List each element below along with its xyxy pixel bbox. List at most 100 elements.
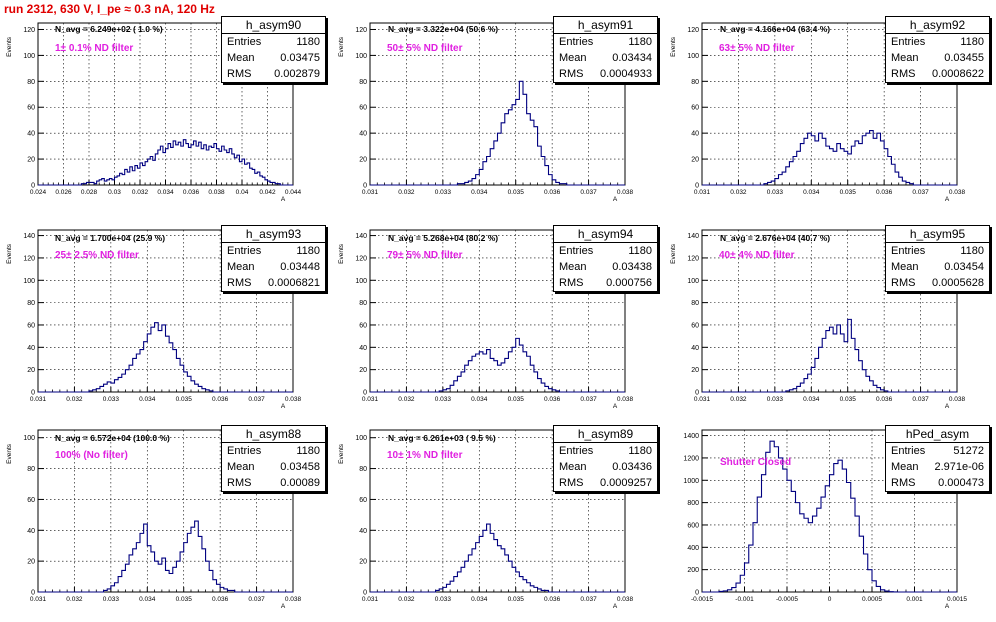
stats-value: 1180 [628,245,652,257]
stats-value: 0.03436 [612,461,652,473]
y-tick-label: 40 [691,345,699,352]
stats-value: 0.0004933 [600,68,652,80]
x-tick-label: 0.038 [285,396,302,403]
y-tick-label: 60 [27,497,35,504]
x-tick-label: 0.035 [508,396,525,403]
stats-value: 0.0006821 [268,277,320,289]
x-tick-label: 0.032 [132,189,149,196]
y-tick-label: 40 [27,528,35,535]
stats-value: 0.0008622 [932,68,984,80]
y-tick-label: 100 [355,278,367,285]
y-tick-label: 0 [31,390,35,397]
stats-row: Entries 1180 [554,243,657,259]
y-tick-label: 0 [31,590,35,597]
stats-box: h_asym89 Entries 1180 Mean 0.03436 RMS 0.00092… [553,425,658,492]
y-tick-label: 20 [27,559,35,566]
x-tick-label: 0.032 [398,596,415,603]
y-tick-label: 1400 [683,433,699,440]
stats-row: RMS 0.0005628 [886,275,989,291]
stats-row: Entries 1180 [554,443,657,459]
y-tick-label: 20 [27,367,35,374]
x-tick-label: 0.036 [544,596,561,603]
stats-key: RMS [891,277,916,289]
histogram-panel: -0.0015 -0.001 -0.0005 0 0.0005 0.001 0.0015 0 2… [664,415,996,622]
x-tick-label: 0.038 [949,189,966,196]
x-tick-label: 0.037 [912,396,929,403]
histogram-panel: 0.024 0.026 0.028 0.03 0.032 0.034 0.036 0.038 0… [0,8,332,215]
histogram-series-line [702,318,957,393]
page-title: run 2312, 630 V, I_pe ≈ 0.3 nA, 120 Hz [4,2,215,16]
stats-box: h_asym91 Entries 1180 Mean 0.03434 RMS 0.00049… [553,16,658,83]
histogram-series-line [38,520,293,593]
x-tick-label: 0.032 [66,596,83,603]
navg-label: N_avg = 4.166e+04 (63.4 %) [720,24,831,34]
x-tick-label: 0.037 [580,189,597,196]
y-tick-label: 120 [23,27,35,34]
y-tick-label: 60 [27,105,35,112]
stats-row: Mean 0.03438 [554,259,657,275]
stats-key: Entries [227,36,262,48]
x-tick-label: -0.0015 [691,596,713,603]
x-tick-label: 0.033 [767,396,784,403]
x-tick-label: 0.036 [876,396,893,403]
y-tick-label: 40 [359,131,367,138]
histogram-series-line [370,337,625,393]
navg-label: N_avg = 6.249e+02 ( 1.0 %) [55,24,163,34]
stats-key: Entries [891,36,926,48]
stats-row: Entries 1180 [222,34,325,50]
histogram-panel: 0.031 0.032 0.033 0.034 0.035 0.036 0.037 0.038… [332,8,664,215]
x-tick-label: 0.038 [949,396,966,403]
y-tick-label: 400 [687,545,699,552]
stats-key: RMS [227,277,252,289]
y-tick-label: 20 [359,157,367,164]
x-tick-label: 0.033 [103,396,120,403]
y-tick-label: 0 [695,590,699,597]
navg-label: N_avg = 6.261e+03 ( 9.5 %) [388,433,496,443]
y-tick-label: 100 [23,435,35,442]
stats-key: RMS [559,68,584,80]
x-tick-label: 0.031 [362,189,379,196]
y-tick-label: 80 [359,466,367,473]
y-tick-label: 20 [691,367,699,374]
stats-title: h_asym93 [222,226,325,243]
x-axis-title: A [613,196,618,203]
x-tick-label: 0.032 [730,189,747,196]
y-axis-title: Events [6,36,13,57]
stats-key: Mean [559,52,587,64]
x-tick-label: 0.036 [544,189,561,196]
y-tick-label: 0 [695,390,699,397]
y-tick-label: 80 [359,79,367,86]
stats-row: RMS 0.0006821 [222,275,325,291]
y-tick-label: 20 [691,157,699,164]
stats-value: 1180 [296,36,320,48]
stats-key: Entries [559,245,594,257]
x-tick-label: 0.044 [285,189,302,196]
stats-value: 0.000756 [606,277,652,289]
x-axis-title: A [281,603,286,610]
y-tick-label: 20 [359,367,367,374]
y-tick-label: 1200 [683,455,699,462]
x-tick-label: 0.031 [30,596,47,603]
stats-value: 0.03434 [612,52,652,64]
stats-value: 0.03458 [280,461,320,473]
y-axis-title: Events [6,243,13,264]
x-tick-label: 0.037 [580,396,597,403]
stats-row: Entries 1180 [554,34,657,50]
x-tick-label: 0.028 [81,189,98,196]
stats-key: Mean [559,261,587,273]
stats-row: Entries 1180 [222,443,325,459]
stats-value: 1180 [296,245,320,257]
x-tick-label: 0.037 [248,396,265,403]
stats-key: Entries [891,445,926,457]
x-tick-label: 0.032 [730,396,747,403]
stats-key: RMS [891,477,916,489]
stats-value: 0.002879 [274,68,320,80]
stats-value: 2.971e-06 [934,461,984,473]
histogram-panel: 0.031 0.032 0.033 0.034 0.035 0.036 0.037 0.038… [664,8,996,215]
histogram-panel: 0.031 0.032 0.033 0.034 0.035 0.036 0.037 0.038… [332,415,664,622]
x-tick-label: 0.036 [183,189,200,196]
stats-row: RMS 0.00089 [222,475,325,491]
x-tick-label: 0.026 [55,189,72,196]
stats-value: 0.03475 [280,52,320,64]
y-tick-label: 0 [363,183,367,190]
